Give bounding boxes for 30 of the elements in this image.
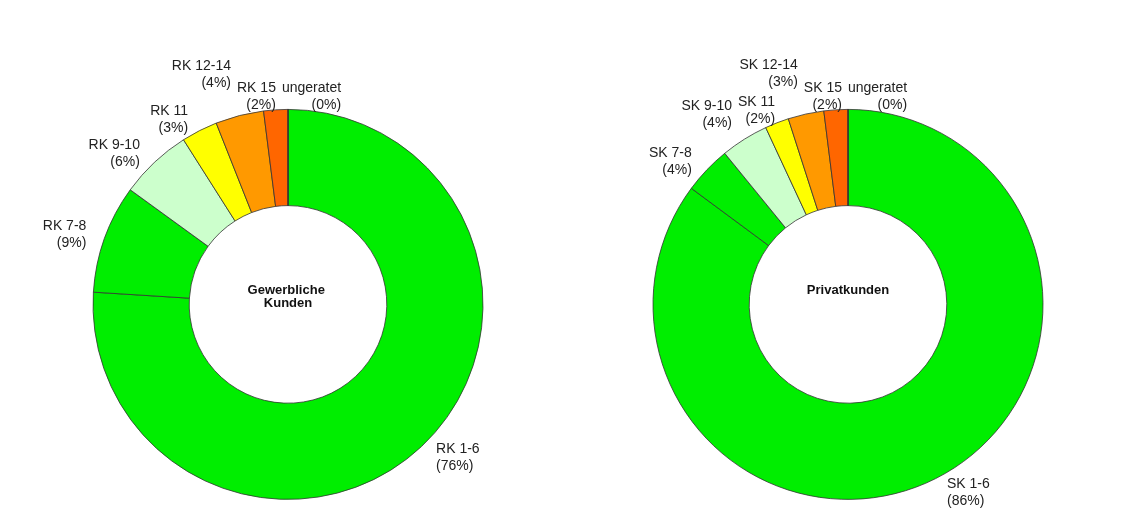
slice-label: RK 11 xyxy=(150,101,189,118)
slice-label: SK 15 xyxy=(803,79,843,96)
slice-label: RK 1-6 xyxy=(436,440,480,457)
data-label: (2%) xyxy=(745,110,776,127)
text: Gewerbliche Kunden xyxy=(247,282,329,311)
slice-label: SK 12-14 xyxy=(739,55,799,72)
category-label: ungeratet xyxy=(281,78,342,95)
slice-label: RK 9-10 xyxy=(88,135,141,152)
text: Privatkunden xyxy=(806,282,890,298)
slice-label: RK 15 xyxy=(237,79,277,96)
data-label: (3%) xyxy=(158,118,189,135)
slice-label: RK 12-14 xyxy=(171,57,232,74)
data-label: (4%) xyxy=(702,113,732,130)
data-label: (86%) xyxy=(947,491,985,508)
data-label: (9%) xyxy=(56,234,87,251)
data-label: (76%) xyxy=(436,457,474,474)
text: (0%) xyxy=(311,95,342,112)
data-label: (4%) xyxy=(662,160,692,177)
data-label: (4%) xyxy=(201,74,232,91)
text: (0%) xyxy=(877,95,908,112)
slice-label: SK 9-10 xyxy=(681,96,733,113)
category-label: ungeratet xyxy=(847,78,908,95)
data-label: (2%) xyxy=(812,96,842,113)
slice-label: SK 7-8 xyxy=(649,143,693,160)
slice-label: RK 7-8 xyxy=(42,217,87,234)
data-label: (6%) xyxy=(110,152,140,169)
slice-label: SK 1-6 xyxy=(947,474,991,491)
data-label: (2%) xyxy=(246,96,276,113)
slice-label: SK 11 xyxy=(737,93,776,110)
data-label: (3%) xyxy=(768,72,798,89)
